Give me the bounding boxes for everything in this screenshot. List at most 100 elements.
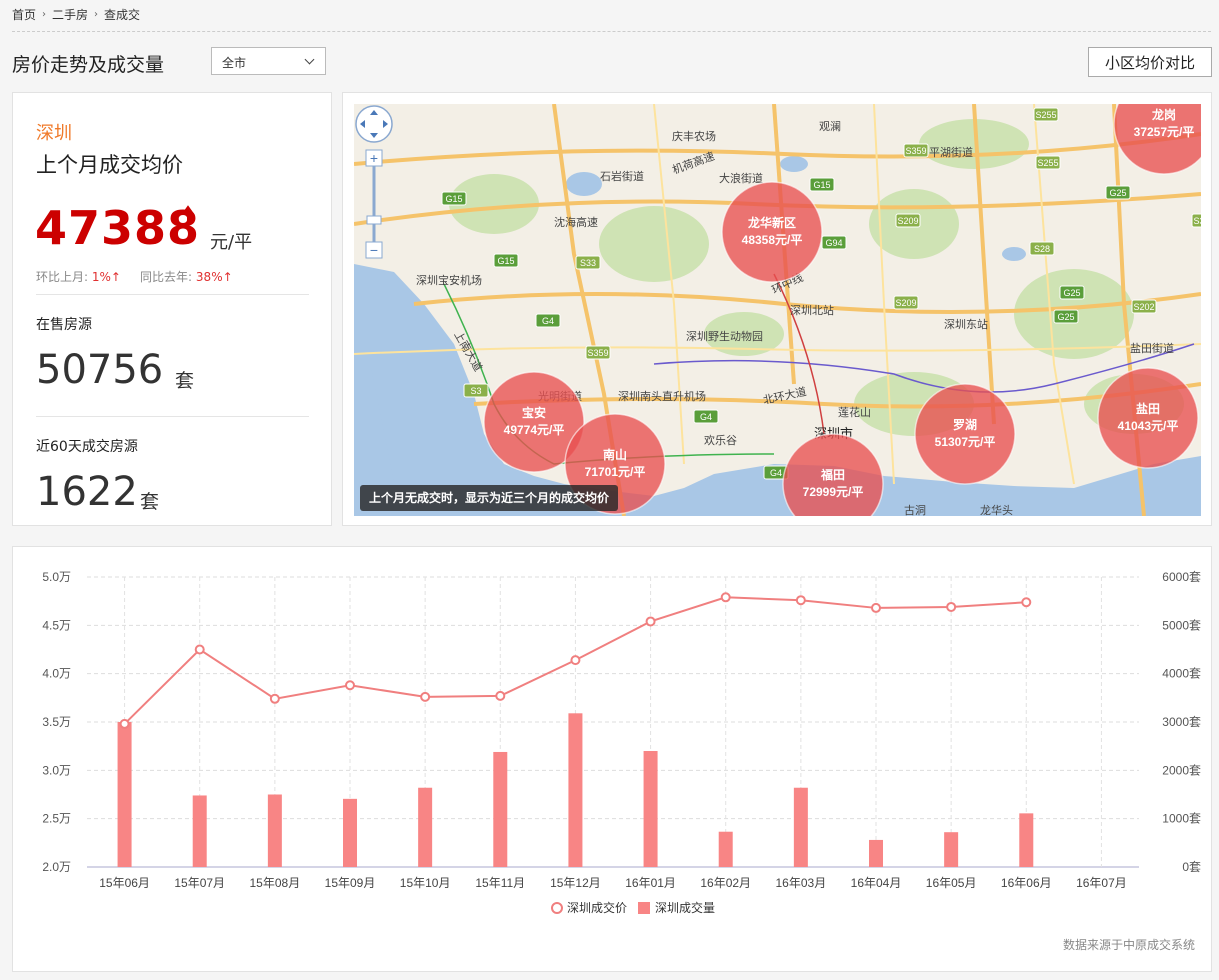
map-label: 沈海高速 <box>554 215 598 229</box>
map-canvas[interactable]: 庆丰农场 观澜 石岩街道 大浪街道 平湖街道 沈海高速 机荷高速 深圳宝安机场 … <box>354 104 1201 516</box>
svg-text:G25: G25 <box>1057 312 1074 322</box>
x-tick-label: 15年07月 <box>174 876 225 890</box>
volume-bar[interactable] <box>192 795 207 867</box>
yoy-value: 38%↑ <box>195 270 233 284</box>
volume-bar[interactable] <box>418 787 433 867</box>
price-volume-chart-panel: 2.0万 2.5万 3.0万 3.5万 4.0万 4.5万 5.0万 0套 1000套 2000套… <box>12 546 1212 972</box>
legend-price-label[interactable]: 深圳成交价 <box>567 900 627 915</box>
volume-bar[interactable] <box>267 794 282 868</box>
map-zoom-out-button[interactable] <box>365 241 383 259</box>
community-price-compare-button[interactable]: 小区均价对比 <box>1088 47 1212 77</box>
map-label: 深圳野生动物园 <box>686 329 763 343</box>
map-label: 深圳宝安机场 <box>416 273 482 287</box>
svg-text:G15: G15 <box>497 256 514 266</box>
district-name: 南山 <box>603 447 627 462</box>
breadcrumb-home[interactable]: 首页 <box>12 8 37 22</box>
price-point[interactable] <box>420 691 431 702</box>
breadcrumb: 首页 › 二手房 › 查成交 <box>12 6 140 23</box>
road-badge: S350 <box>1191 213 1201 228</box>
svg-text:S33: S33 <box>580 258 596 268</box>
volume-bar[interactable] <box>117 722 132 867</box>
price-point[interactable] <box>495 690 506 701</box>
road-badge: S209 <box>895 213 921 228</box>
map-label: 石岩街道 <box>600 169 644 183</box>
y-left-tick-label: 2.0万 <box>42 860 71 874</box>
svg-text:G25: G25 <box>1063 288 1080 298</box>
divider <box>36 294 309 295</box>
map-pan-control[interactable] <box>355 105 393 143</box>
legend-price-marker[interactable] <box>551 902 563 914</box>
district-bubble[interactable]: 龙岗 37257元/平 <box>1113 104 1201 175</box>
district-bubble[interactable]: 罗湖 51307元/平 <box>914 383 1016 485</box>
map-label: 深圳北站 <box>790 303 834 317</box>
svg-text:G25: G25 <box>1109 188 1126 198</box>
price-point[interactable] <box>570 655 581 666</box>
x-tick-label: 15年11月 <box>475 876 525 890</box>
volume-bar[interactable] <box>343 798 357 867</box>
volume-bar[interactable] <box>718 831 733 867</box>
recent-deals-value: 1622 <box>36 469 138 515</box>
svg-text:S209: S209 <box>895 298 916 308</box>
recent-deals-label: 近60天成交房源 <box>36 439 138 455</box>
road-badge: S28 <box>1029 241 1055 256</box>
road-badge: G15 <box>493 253 519 268</box>
volume-bar[interactable] <box>944 832 959 867</box>
price-point[interactable] <box>720 592 731 603</box>
price-point[interactable] <box>269 693 280 704</box>
district-name: 龙岗 <box>1152 107 1176 122</box>
x-tick-label: 15年10月 <box>400 876 451 890</box>
city-select[interactable]: 全市 <box>211 47 326 75</box>
district-bubble[interactable]: 福田 72999元/平 <box>782 433 884 516</box>
volume-bar[interactable] <box>869 839 883 867</box>
divider <box>12 31 1211 32</box>
map-zoom-slider[interactable] <box>366 215 382 225</box>
map-label: 观澜 <box>819 119 841 133</box>
breadcrumb-second-hand[interactable]: 二手房 <box>52 8 89 22</box>
price-point[interactable] <box>345 680 355 691</box>
district-bubble[interactable]: 龙华新区 48358元/平 <box>721 181 823 283</box>
price-point[interactable] <box>194 644 205 655</box>
map-notice: 上个月无成交时，显示为近三个月的成交均价 <box>360 485 619 511</box>
volume-bar[interactable] <box>1019 813 1034 867</box>
map-label: 深圳南头直升机场 <box>618 389 706 403</box>
x-tick-label: 16年05月 <box>926 876 977 890</box>
price-point[interactable] <box>645 616 656 627</box>
volume-bar[interactable] <box>493 751 508 867</box>
volume-bar[interactable] <box>643 751 658 867</box>
price-point[interactable] <box>1021 597 1032 608</box>
district-name: 宝安 <box>522 405 546 420</box>
price-point[interactable] <box>119 718 130 729</box>
page-title: 房价走势及成交量 <box>12 54 165 76</box>
y-right-tick-label: 0套 <box>1182 860 1201 874</box>
district-name: 龙华新区 <box>748 215 796 230</box>
district-bubble[interactable]: 盐田 41043元/平 <box>1097 367 1199 469</box>
district-map[interactable]: 庆丰农场 观澜 石岩街道 大浪街道 平湖街道 沈海高速 机荷高速 深圳宝安机场 … <box>354 104 1201 516</box>
district-bubble[interactable]: 宝安 49774元/平 <box>483 371 585 473</box>
district-name: 盐田 <box>1136 401 1160 416</box>
x-tick-label: 15年12月 <box>550 876 601 890</box>
legend-volume-marker[interactable] <box>638 902 650 914</box>
map-label: 莲花山 <box>838 406 871 419</box>
district-price: 37257元/平 <box>1134 125 1195 139</box>
svg-text:G15: G15 <box>813 180 830 190</box>
volume-bar[interactable] <box>793 787 808 867</box>
svg-text:S359: S359 <box>587 348 608 358</box>
data-source-note: 数据来源于中原成交系统 <box>1062 938 1195 952</box>
map-label: 大浪街道 <box>719 171 763 185</box>
road-badge: S359 <box>903 143 929 158</box>
chevron-right-icon: › <box>94 9 99 20</box>
x-tick-label: 15年09月 <box>325 876 376 890</box>
y-right-tick-label: 5000套 <box>1162 618 1201 632</box>
map-label: 平湖街道 <box>929 145 973 159</box>
svg-text:S255: S255 <box>1037 158 1058 168</box>
price-point[interactable] <box>871 602 881 613</box>
volume-bar[interactable] <box>568 713 583 867</box>
legend-volume-label[interactable]: 深圳成交量 <box>655 900 715 915</box>
price-point[interactable] <box>795 595 806 606</box>
map-label: 古洞 <box>904 504 926 516</box>
svg-text:S202: S202 <box>1133 302 1154 312</box>
map-label: 深圳东站 <box>944 317 988 331</box>
svg-text:S209: S209 <box>897 216 918 226</box>
price-point[interactable] <box>946 601 957 612</box>
avg-price-unit: 元/平 <box>210 232 253 253</box>
